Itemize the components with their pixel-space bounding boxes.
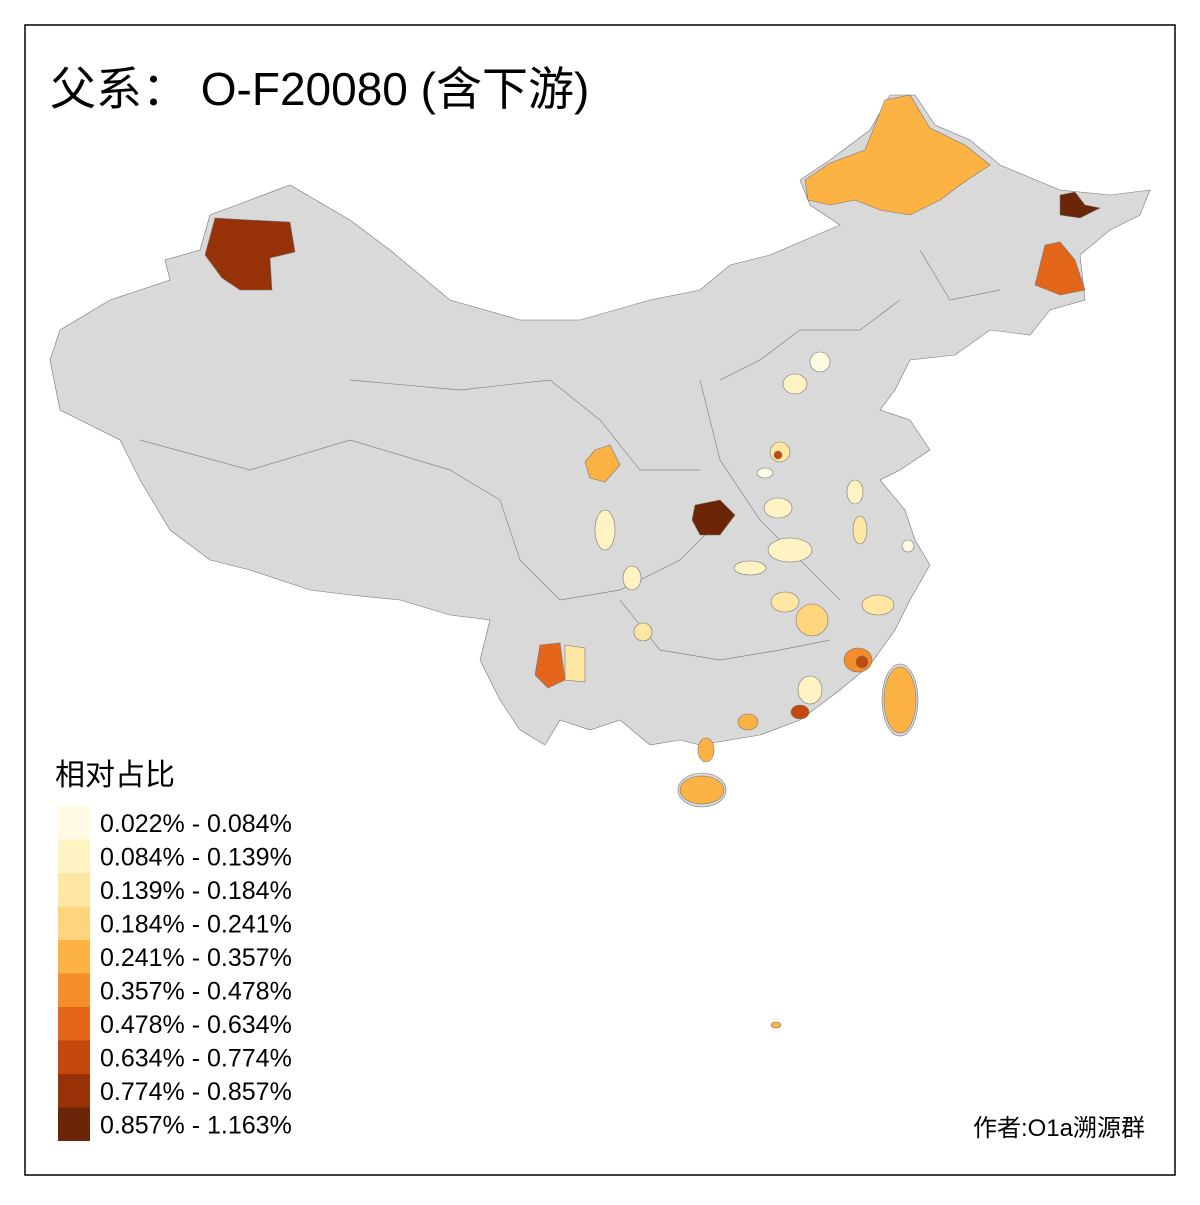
region-taiwan: [883, 666, 917, 734]
region-anhui-2: [852, 515, 868, 545]
legend-swatch: [58, 806, 90, 840]
region-hulunbuir: [804, 94, 991, 216]
legend-swatch: [58, 906, 90, 940]
legend-swatch: [58, 839, 90, 873]
legend-label: 0.357% - 0.478%: [100, 977, 292, 1005]
region-gansu: [584, 444, 621, 483]
legend-label: 0.634% - 0.774%: [100, 1044, 292, 1072]
region-hainan: [679, 775, 725, 805]
legend-swatch: [58, 940, 90, 974]
region-sichuan-2: [622, 565, 642, 591]
region-guangdong: [790, 704, 810, 720]
china-map: [49, 94, 1151, 1029]
legend-label: 0.478% - 0.634%: [100, 1011, 292, 1039]
legend: 0.022% - 0.084% 0.084% - 0.139% 0.139% - 0…: [58, 806, 292, 1141]
legend-title: 相对占比: [55, 759, 175, 792]
region-anhui: [846, 479, 864, 505]
map-title: 父系： O-F20080 (含下游): [50, 63, 589, 115]
region-guangdong-3: [697, 737, 715, 763]
region-island: [770, 1021, 782, 1029]
region-fujian-2: [855, 655, 869, 669]
legend-label: 0.022% - 0.084%: [100, 810, 292, 838]
region-shanghai: [901, 539, 915, 553]
region-mudanjiang: [1034, 241, 1086, 296]
legend-swatch: [58, 1040, 90, 1074]
region-sichuan: [594, 509, 616, 551]
legend-swatch: [58, 1007, 90, 1041]
legend-swatch: [58, 873, 90, 907]
legend-swatch: [58, 1107, 90, 1141]
region-shaanxi: [691, 499, 736, 536]
region-hubei: [767, 537, 813, 563]
credit: 作者:O1a溯源群: [973, 1115, 1145, 1142]
legend-label: 0.241% - 0.357%: [100, 944, 292, 972]
legend-swatch: [58, 973, 90, 1007]
region-hebei: [782, 373, 808, 395]
region-hebei-2: [809, 351, 831, 373]
region-guizhou: [633, 622, 653, 642]
region-zhejiang: [861, 594, 895, 616]
region-shanxi-3: [756, 467, 774, 479]
legend-swatch: [58, 1074, 90, 1108]
region-guangdong-2: [737, 713, 759, 731]
region-jiangxi: [795, 603, 829, 637]
region-yunnan: [534, 642, 566, 689]
legend-label: 0.084% - 0.139%: [100, 843, 292, 871]
region-jiangxi-2: [770, 591, 800, 613]
legend-label: 0.857% - 1.163%: [100, 1111, 292, 1139]
region-guangdong-4: [797, 675, 823, 705]
legend-label: 0.139% - 0.184%: [100, 877, 292, 905]
region-henan: [763, 497, 793, 519]
region-heilongjiang: [1059, 191, 1101, 219]
region-hubei-2: [733, 560, 767, 576]
legend-label: 0.774% - 0.857%: [100, 1078, 292, 1106]
region-ili: [204, 217, 296, 291]
region-shanxi-2: [773, 450, 783, 460]
legend-label: 0.184% - 0.241%: [100, 910, 292, 938]
region-yunnan-2: [564, 644, 586, 683]
